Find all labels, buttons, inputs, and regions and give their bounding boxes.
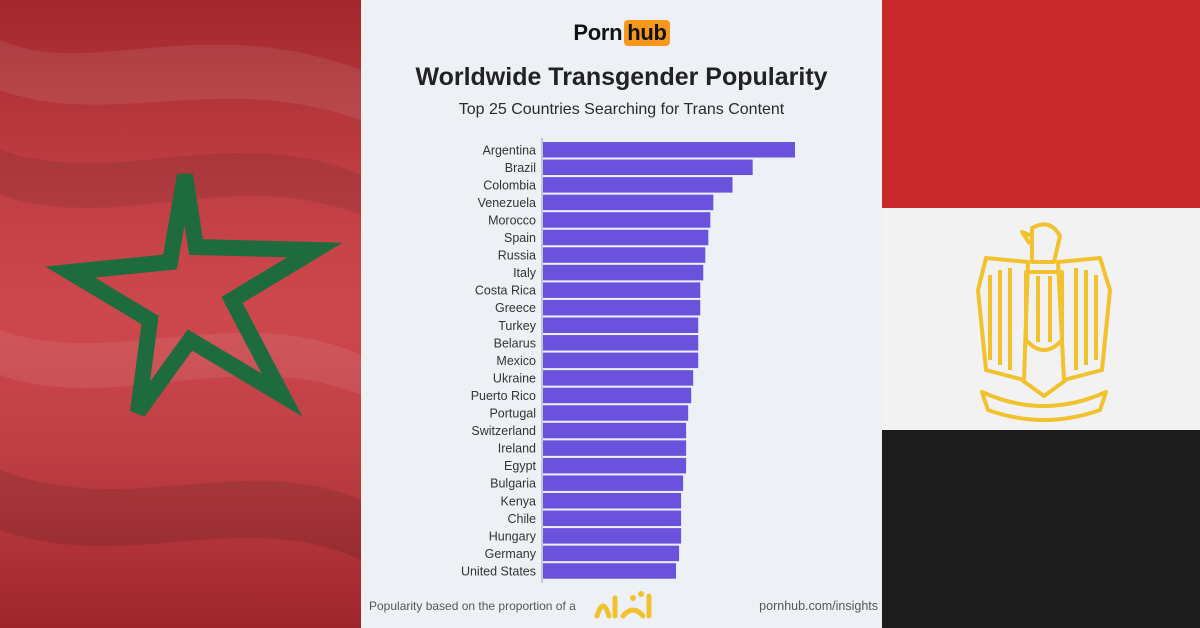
category-label: Italy xyxy=(513,266,537,280)
morocco-flag xyxy=(0,0,361,628)
category-label: Morocco xyxy=(488,213,536,227)
bar-turkey xyxy=(543,317,699,333)
category-label: Switzerland xyxy=(471,424,536,438)
bar-egypt xyxy=(543,457,687,474)
bar-kenya xyxy=(543,493,682,509)
arabic-watermark-logo-icon xyxy=(594,591,652,619)
bar-russia xyxy=(543,247,706,263)
category-label: Spain xyxy=(504,231,536,245)
bar-switzerland xyxy=(543,422,687,439)
infographic-panel: Porn hub Worldwide Transgender Popularity… xyxy=(361,0,882,628)
bar-greece xyxy=(543,299,701,316)
category-label: Argentina xyxy=(482,143,536,157)
bar-hungary xyxy=(543,528,682,544)
chart-subtitle: Top 25 Countries Searching for Trans Con… xyxy=(458,101,785,118)
bar-spain xyxy=(543,229,709,246)
bar-ukraine xyxy=(543,370,694,386)
eagle-of-saladin-icon xyxy=(976,222,1112,422)
bar-germany xyxy=(543,545,680,562)
bar-united-states xyxy=(543,563,677,579)
category-label: Ukraine xyxy=(493,371,536,385)
category-label: Kenya xyxy=(501,494,536,508)
bar-argentina xyxy=(543,142,795,158)
pornhub-logo: Porn hub xyxy=(361,19,882,47)
bar-chile xyxy=(543,510,682,527)
category-label: Bulgaria xyxy=(490,477,536,491)
category-label: Colombia xyxy=(483,178,536,192)
bar-brazil xyxy=(543,159,753,176)
bar-mexico xyxy=(543,352,699,369)
bar-ireland xyxy=(543,440,687,456)
category-label: Chile xyxy=(508,512,537,526)
category-label: Costa Rica xyxy=(475,284,536,298)
source-link[interactable]: pornhub.com/insights xyxy=(759,599,878,613)
category-label: Hungary xyxy=(489,529,537,543)
category-label: Egypt xyxy=(504,459,536,473)
category-label: Turkey xyxy=(498,319,536,333)
category-label: Mexico xyxy=(496,354,536,368)
logo-text-part1: Porn xyxy=(573,20,623,45)
category-label: Ireland xyxy=(498,442,536,456)
category-label: Russia xyxy=(498,249,536,263)
category-label: Germany xyxy=(485,547,537,561)
chart-title: Worldwide Transgender Popularity xyxy=(415,63,828,91)
pentagram-icon xyxy=(45,173,343,417)
category-label: Greece xyxy=(495,301,536,315)
category-label: Belarus xyxy=(494,336,536,350)
category-label: Venezuela xyxy=(478,196,536,210)
category-label: United States xyxy=(461,564,536,578)
bar-venezuela xyxy=(543,194,714,211)
category-label: Portugal xyxy=(489,407,536,421)
bar-portugal xyxy=(543,405,689,421)
logo-text-part2: hub xyxy=(624,20,670,46)
bar-italy xyxy=(543,264,704,281)
morocco-flag-graphic xyxy=(0,0,361,628)
footnote: Popularity based on the proportion of a xyxy=(369,599,576,613)
bar-puerto-rico xyxy=(543,387,692,404)
egypt-flag-red-stripe xyxy=(882,0,1200,208)
egypt-flag xyxy=(882,0,1200,628)
category-label: Brazil xyxy=(505,161,536,175)
bar-chart: Argentina Brazil Colombia Venezuela Morocco S… xyxy=(461,138,795,583)
bar-costa-rica xyxy=(543,282,701,298)
bar-morocco xyxy=(543,212,711,228)
bar-bulgaria xyxy=(543,475,684,491)
egypt-flag-black-stripe xyxy=(882,430,1200,628)
bar-colombia xyxy=(543,177,733,193)
bar-belarus xyxy=(543,335,699,351)
category-label: Puerto Rico xyxy=(471,389,536,403)
